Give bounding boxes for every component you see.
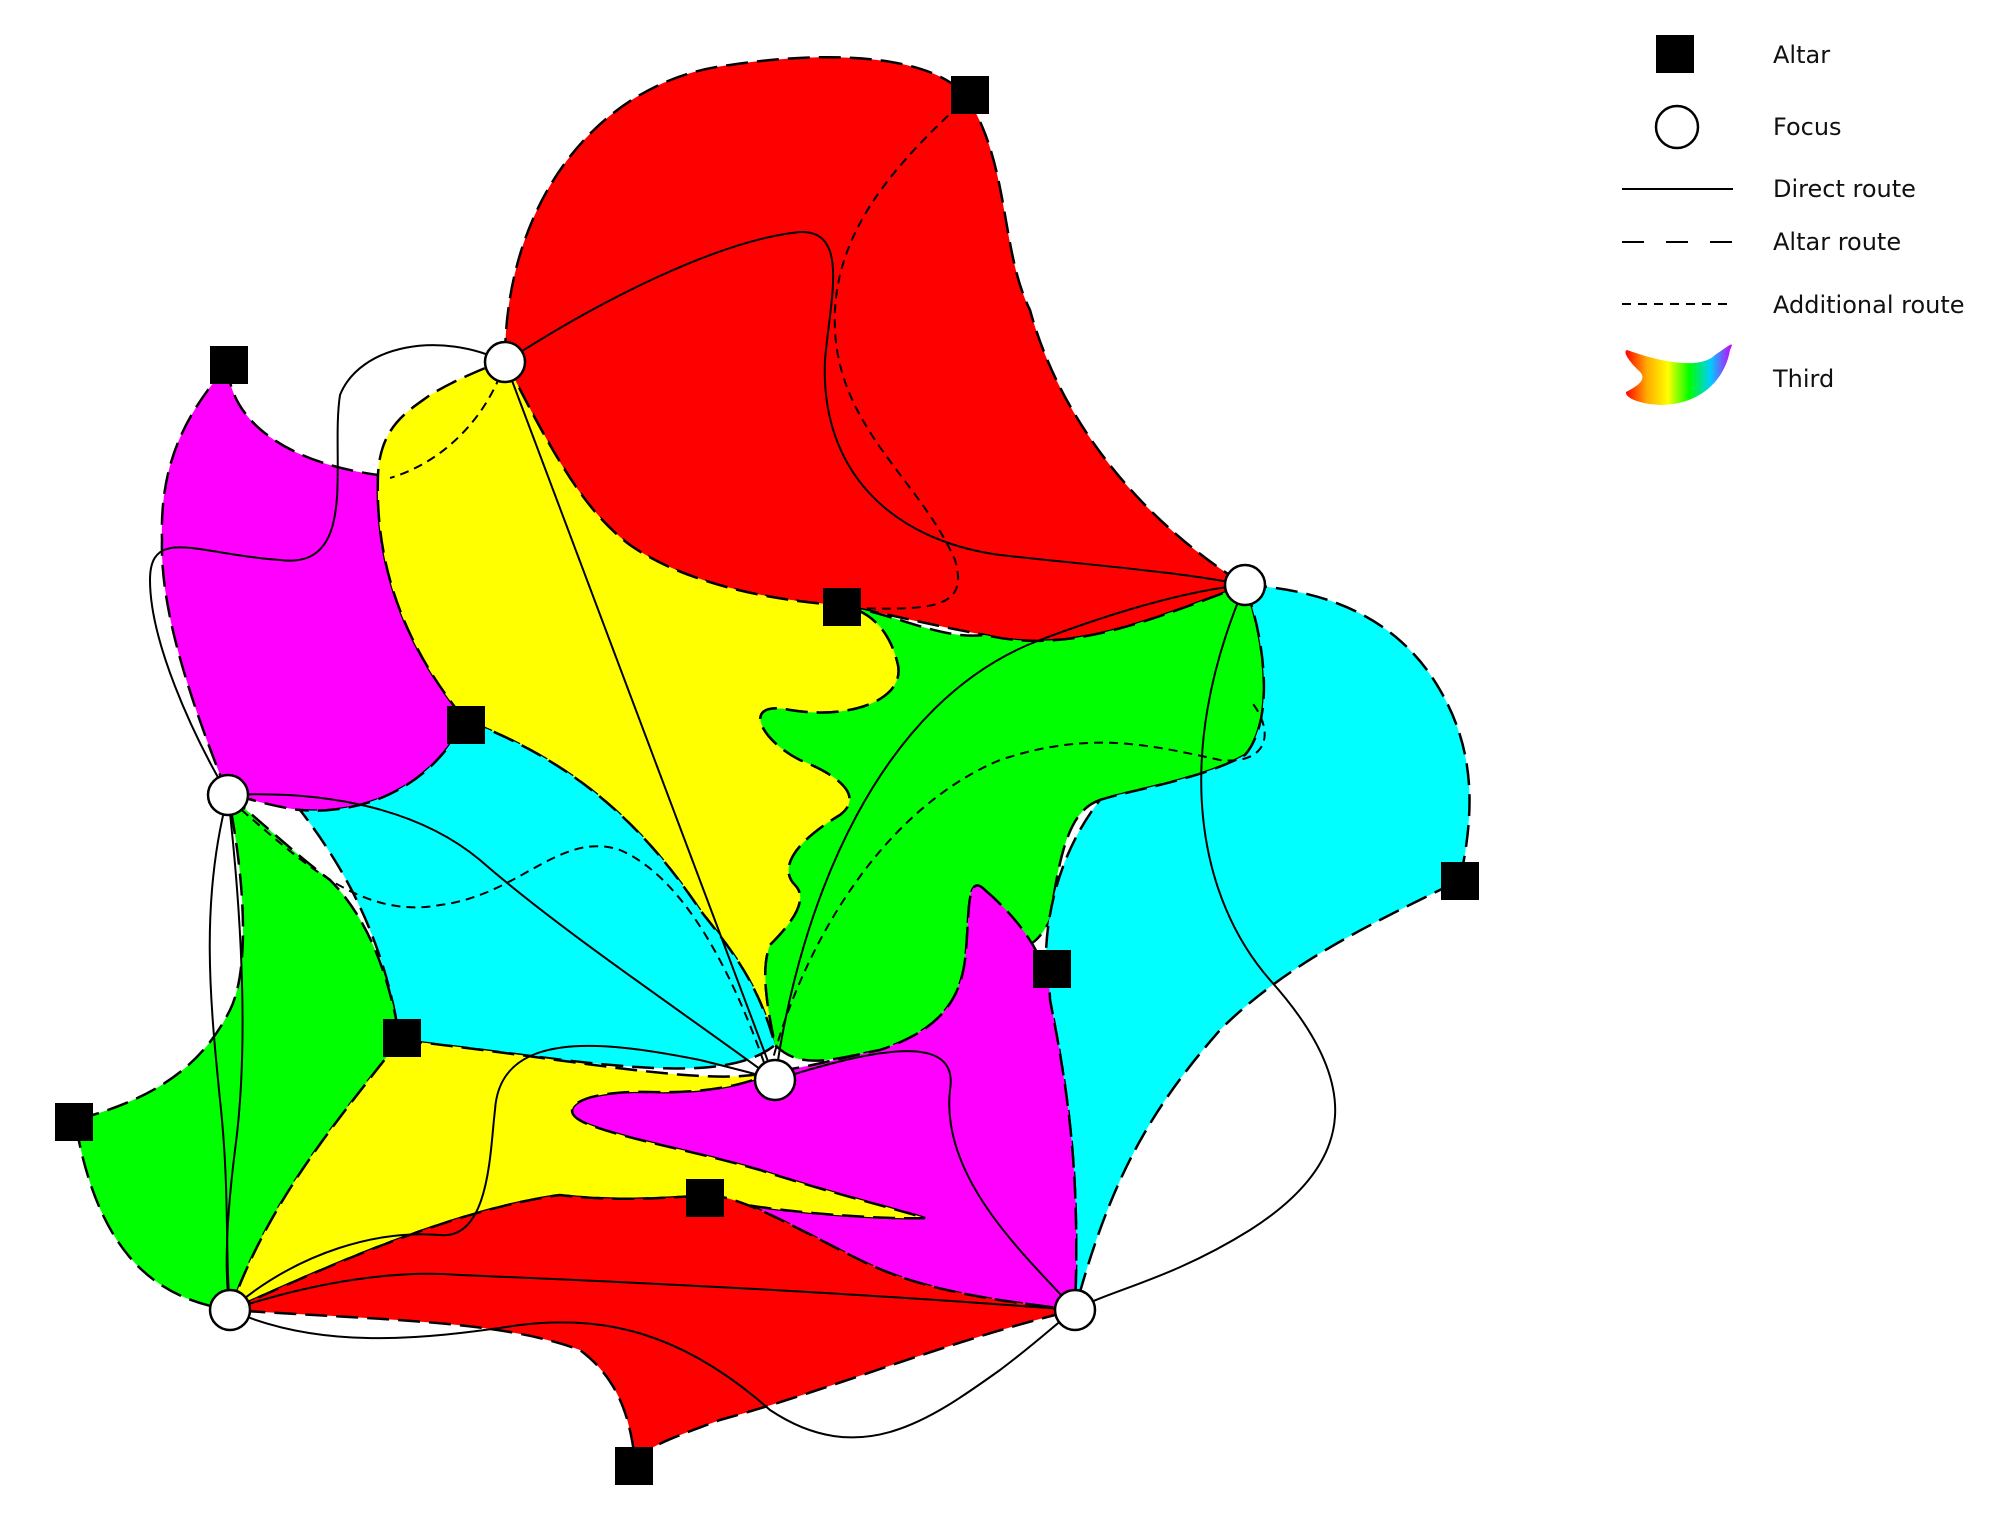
legend-focus-label: Focus <box>1773 113 1842 141</box>
altar-marker[interactable] <box>615 1447 653 1485</box>
direct-route <box>227 793 776 1081</box>
legend-third-swatch <box>1625 344 1732 405</box>
direct-route <box>225 794 244 1311</box>
additional-route <box>229 799 771 1081</box>
altar-marker[interactable] <box>55 1103 93 1141</box>
altar-marker[interactable] <box>951 76 989 114</box>
direct-route <box>504 361 776 1081</box>
focus-node[interactable] <box>1053 1288 1097 1332</box>
direct-route <box>1074 584 1337 1311</box>
altar-marker[interactable] <box>686 1179 724 1217</box>
altar-marker[interactable] <box>1441 862 1479 900</box>
altar-marker[interactable] <box>210 346 248 384</box>
direct-route <box>774 584 1246 1081</box>
focus-node[interactable] <box>208 1288 252 1332</box>
legend-altar-route-label: Altar route <box>1773 228 1901 256</box>
direct-route <box>229 1272 1076 1311</box>
direct-route <box>504 230 1246 586</box>
legend: Altar Focus Direct route Altar route Add… <box>1622 35 1965 405</box>
third-region-cyan-middle <box>297 718 777 1070</box>
legend-altar-label: Altar <box>1773 41 1830 69</box>
direct-route <box>229 1309 1076 1439</box>
focus-node[interactable] <box>753 1058 797 1102</box>
altar-marker[interactable] <box>383 1019 421 1057</box>
altar-marker[interactable] <box>1033 950 1071 988</box>
direct-route <box>774 1050 1076 1311</box>
altar-marker[interactable] <box>823 588 861 626</box>
legend-altar-swatch <box>1656 35 1694 73</box>
focus-node[interactable] <box>483 340 527 384</box>
legend-third-label: Third <box>1772 365 1834 393</box>
focus-node[interactable] <box>206 773 250 817</box>
focus-node[interactable] <box>1223 563 1267 607</box>
legend-additional-route-label: Additional route <box>1773 291 1965 319</box>
third-region-yellow-lower <box>227 1038 926 1313</box>
third-region-cyan-right <box>1044 583 1471 1311</box>
third-region-red-top <box>503 56 1248 643</box>
altar-marker[interactable] <box>447 706 485 744</box>
additional-route <box>769 699 1266 1071</box>
direct-route <box>229 1044 776 1311</box>
legend-focus-swatch <box>1654 104 1700 150</box>
direct-route <box>148 344 506 796</box>
additional-route <box>833 94 971 610</box>
legend-direct-route-label: Direct route <box>1773 175 1916 203</box>
